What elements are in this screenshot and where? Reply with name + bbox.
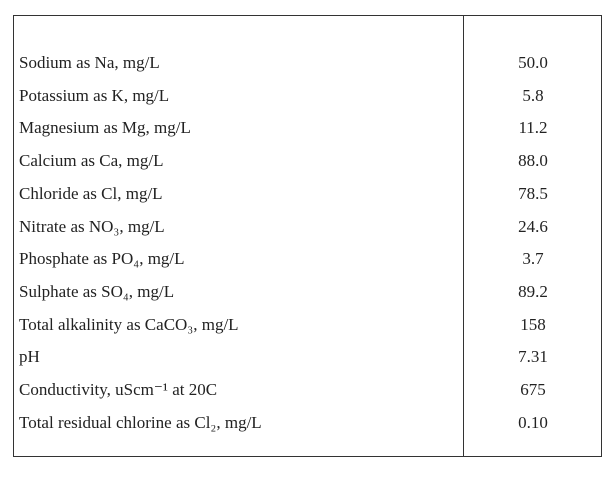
- table-row: Nitrate as NO₃, mg/L 24.6: [14, 211, 601, 243]
- table-row: Potassium as K, mg/L 5.8: [14, 80, 601, 112]
- table-row: Chloride as Cl, mg/L 78.5: [14, 178, 601, 210]
- table-row: pH 7.31: [14, 341, 601, 373]
- table-row: Total alkalinity as CaCO₃, mg/L 158: [14, 309, 601, 341]
- parameter-value: 24.6: [518, 216, 548, 236]
- parameter-value: 0.10: [518, 412, 548, 432]
- parameter-label: Magnesium as Mg, mg/L: [19, 118, 191, 138]
- parameter-value: 7.31: [518, 347, 548, 367]
- table-row: Conductivity, uScm⁻¹ at 20C 675: [14, 374, 601, 406]
- table-row: Sodium as Na, mg/L 50.0: [14, 47, 601, 79]
- table-row: Calcium as Ca, mg/L 88.0: [14, 145, 601, 177]
- parameter-value: 3.7: [522, 249, 544, 269]
- parameter-label: Sulphate as SO₄, mg/L: [19, 281, 175, 301]
- parameter-label: Total residual chlorine as Cl₂, mg/L: [19, 412, 262, 432]
- parameter-label: Total alkalinity as CaCO₃, mg/L: [19, 314, 239, 334]
- parameter-label: Potassium as K, mg/L: [19, 85, 170, 105]
- column-divider: [463, 16, 464, 456]
- table-row: Sulphate as SO₄, mg/L 89.2: [14, 276, 601, 308]
- parameter-label: Chloride as Cl, mg/L: [19, 183, 163, 203]
- table-row: Magnesium as Mg, mg/L 11.2: [14, 112, 601, 144]
- table-row: Total residual chlorine as Cl₂, mg/L 0.10: [14, 407, 601, 439]
- parameter-value: 5.8: [522, 85, 544, 105]
- table: Sodium as Na, mg/L 50.0 Potassium as K, mg…: [13, 15, 602, 457]
- parameter-label: Calcium as Ca, mg/L: [19, 151, 164, 171]
- table-row: Phosphate as PO₄, mg/L 3.7: [14, 243, 601, 275]
- parameter-value: 675: [520, 380, 546, 399]
- parameter-value: 78.5: [518, 183, 548, 203]
- parameter-value: 88.0: [518, 151, 548, 171]
- parameter-label: Conductivity, uScm⁻¹ at 20C: [19, 380, 218, 399]
- parameter-value: 50.0: [518, 53, 548, 72]
- parameter-value: 89.2: [518, 281, 548, 301]
- parameter-label: Phosphate as PO₄, mg/L: [19, 249, 185, 269]
- parameter-label: Sodium as Na, mg/L: [19, 53, 160, 72]
- parameter-value: 11.2: [518, 118, 548, 138]
- parameter-value: 158: [520, 314, 546, 334]
- parameter-label: pH: [19, 347, 40, 367]
- parameter-label: Nitrate as NO₃, mg/L: [19, 216, 165, 236]
